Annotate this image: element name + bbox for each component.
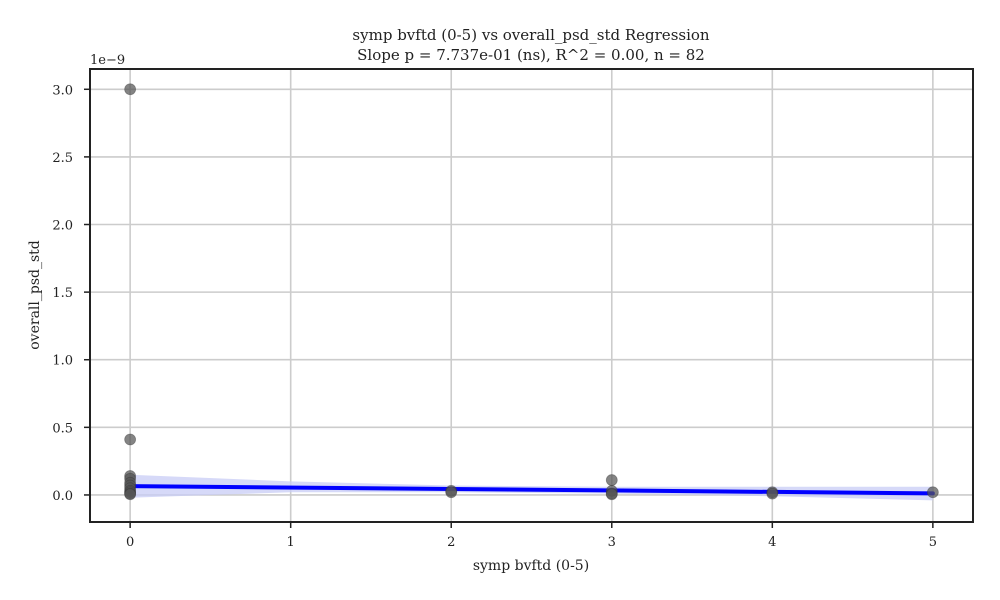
scatter-point-0: [124, 83, 137, 96]
scatter-point-1: [124, 433, 137, 446]
x-tick-label-3: 3: [608, 535, 616, 550]
x-tick-label-1: 1: [287, 535, 295, 550]
scatter-point-19: [926, 486, 939, 499]
y-tick-label-1: 0.5: [52, 421, 73, 436]
confidence-band-layer: [130, 474, 933, 501]
y-axis-label: overall_psd_std: [27, 240, 43, 350]
regression-line: [128, 484, 935, 496]
scatter-point-16: [605, 488, 618, 501]
x-tick-label-5: 5: [929, 535, 937, 550]
y-tick-label-3: 1.5: [52, 286, 73, 301]
axes-frame: [89, 68, 974, 523]
y-tick-label-2: 1.0: [52, 354, 73, 369]
x-tick-label-0: 0: [126, 535, 134, 550]
scatter-point-13: [605, 474, 618, 486]
y-tick-label-0: 0.0: [52, 489, 73, 504]
x-tick-label-4: 4: [768, 535, 776, 550]
scatter-point-10: [124, 488, 137, 501]
scatter-point-18: [766, 487, 779, 500]
grid-lines: [90, 69, 973, 522]
x-axis-label: symp bvftd (0-5): [473, 558, 589, 574]
y-scale-offset-label: 1e−9: [90, 53, 125, 68]
scatter-points: [124, 83, 939, 501]
y-tick-label-5: 2.5: [52, 151, 73, 166]
scatter-point-12: [445, 486, 458, 499]
regression-line-layer: [128, 484, 935, 496]
axes: 0 1 2 3 4 5 0.0 0.5 1.0 1.5 2.0 2.5 3.0: [52, 68, 974, 550]
y-tick-label-4: 2.0: [52, 219, 73, 234]
x-tick-label-2: 2: [447, 535, 455, 550]
confidence-band: [130, 474, 933, 501]
chart-title: symp bvftd (0-5) vs overall_psd_std Regr…: [352, 26, 709, 44]
y-tick-label-6: 3.0: [52, 83, 73, 98]
chart-subtitle: Slope p = 7.737e-01 (ns), R^2 = 0.00, n …: [357, 46, 705, 64]
